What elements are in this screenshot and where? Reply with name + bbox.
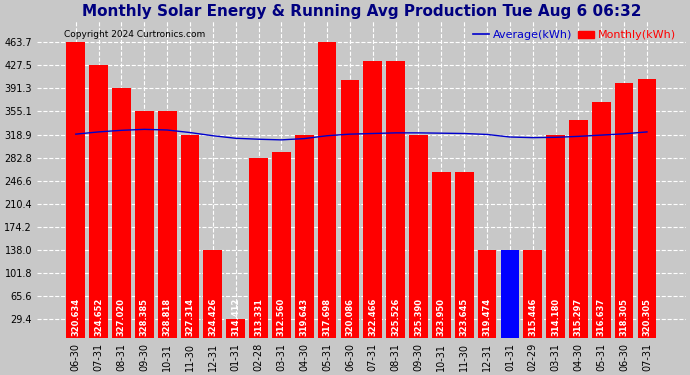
Text: 320.305: 320.305 — [642, 298, 651, 336]
Bar — [455, 172, 473, 338]
Bar — [477, 250, 496, 338]
Bar — [158, 111, 177, 338]
Bar — [66, 42, 85, 338]
Text: 322.466: 322.466 — [368, 298, 377, 336]
Bar — [638, 79, 656, 338]
Bar — [89, 65, 108, 338]
Text: 323.645: 323.645 — [460, 298, 469, 336]
Bar — [386, 61, 405, 338]
Text: 315.446: 315.446 — [529, 298, 538, 336]
Bar — [317, 42, 337, 338]
Text: 319.643: 319.643 — [299, 298, 308, 336]
Text: 313.216: 313.216 — [505, 298, 514, 336]
Text: 325.390: 325.390 — [414, 298, 423, 336]
Bar — [112, 88, 131, 338]
Text: 315.297: 315.297 — [574, 298, 583, 336]
Text: 324.652: 324.652 — [94, 298, 103, 336]
Bar — [523, 250, 542, 338]
Text: 320.634: 320.634 — [71, 298, 80, 336]
Bar — [295, 135, 314, 338]
Legend: Average(kWh), Monthly(kWh): Average(kWh), Monthly(kWh) — [469, 26, 680, 45]
Text: 314.412: 314.412 — [231, 298, 240, 336]
Text: 325.526: 325.526 — [391, 298, 400, 336]
Bar — [181, 135, 199, 338]
Text: Copyright 2024 Curtronics.com: Copyright 2024 Curtronics.com — [64, 30, 206, 39]
Bar — [569, 120, 588, 338]
Title: Monthly Solar Energy & Running Avg Production Tue Aug 6 06:32: Monthly Solar Energy & Running Avg Produ… — [81, 4, 641, 19]
Text: 327.020: 327.020 — [117, 298, 126, 336]
Bar — [546, 135, 565, 338]
Bar — [226, 319, 245, 338]
Bar — [409, 135, 428, 338]
Bar — [135, 111, 154, 338]
Text: 317.698: 317.698 — [323, 298, 332, 336]
Text: 320.086: 320.086 — [346, 298, 355, 336]
Text: 316.637: 316.637 — [597, 298, 606, 336]
Text: 312.560: 312.560 — [277, 298, 286, 336]
Bar — [432, 172, 451, 338]
Text: 324.426: 324.426 — [208, 298, 217, 336]
Text: 314.180: 314.180 — [551, 298, 560, 336]
Text: 323.950: 323.950 — [437, 298, 446, 336]
Text: 328.818: 328.818 — [163, 298, 172, 336]
Text: 313.331: 313.331 — [254, 298, 263, 336]
Bar — [272, 152, 290, 338]
Text: 318.305: 318.305 — [620, 298, 629, 336]
Bar — [204, 250, 222, 338]
Bar — [615, 83, 633, 338]
Bar — [341, 80, 359, 338]
Text: 327.314: 327.314 — [186, 298, 195, 336]
Text: 328.385: 328.385 — [140, 298, 149, 336]
Bar — [364, 61, 382, 338]
Bar — [592, 102, 611, 338]
Text: 319.474: 319.474 — [482, 298, 491, 336]
Bar — [500, 250, 520, 338]
Bar — [249, 158, 268, 338]
